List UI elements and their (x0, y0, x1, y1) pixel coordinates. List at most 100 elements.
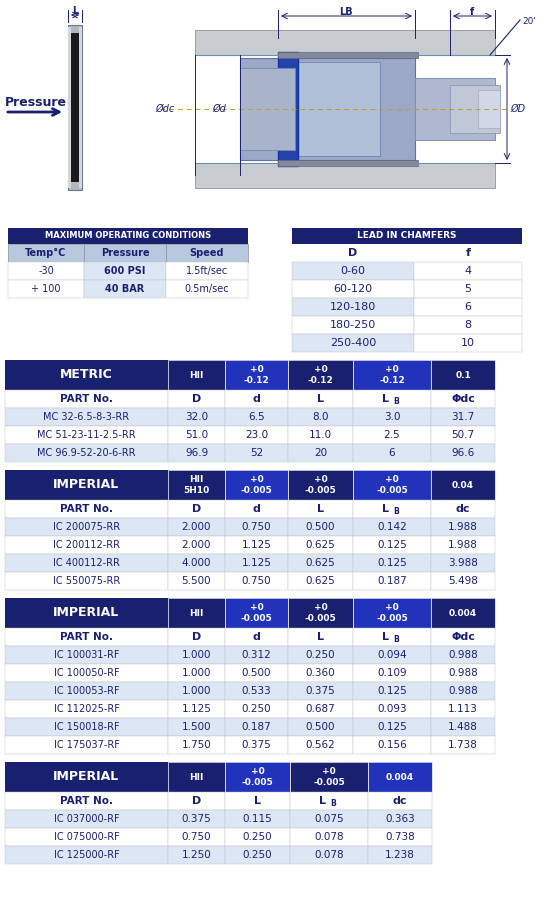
Bar (288, 536, 353, 554)
Bar (225, 810, 290, 828)
Bar (5, 518, 168, 536)
Text: +0
-0.12: +0 -0.12 (307, 366, 333, 385)
Bar (290, 792, 368, 810)
Bar (168, 762, 225, 792)
Bar (225, 762, 290, 792)
Text: 0.125: 0.125 (377, 540, 407, 550)
Text: 3.988: 3.988 (448, 558, 478, 568)
Text: 40 BAR: 40 BAR (106, 284, 145, 294)
Text: 0.078: 0.078 (314, 850, 344, 860)
Text: 2.000: 2.000 (182, 522, 211, 532)
Text: Temp°C: Temp°C (25, 248, 67, 258)
Text: +0
-0.005: +0 -0.005 (241, 767, 273, 787)
Text: Speed: Speed (190, 248, 224, 258)
Text: Φdc: Φdc (451, 394, 475, 404)
Text: L: L (254, 796, 261, 806)
Text: 2.5: 2.5 (384, 430, 400, 440)
Bar (353, 518, 431, 536)
Text: D: D (192, 796, 201, 806)
Bar (353, 598, 431, 628)
Text: 1.488: 1.488 (448, 722, 478, 732)
Bar (168, 810, 225, 828)
Text: 6.5: 6.5 (248, 412, 265, 422)
Text: D: D (348, 248, 358, 258)
Text: 1.988: 1.988 (448, 522, 478, 532)
Bar (353, 408, 431, 426)
Bar (431, 682, 495, 700)
Bar (288, 470, 353, 500)
Text: 4: 4 (464, 266, 471, 276)
Text: L: L (382, 632, 389, 642)
Bar (240, 68, 295, 150)
Text: 5.500: 5.500 (182, 576, 211, 586)
Bar (195, 163, 495, 188)
Text: LB: LB (339, 7, 353, 17)
Text: 120-180: 120-180 (330, 302, 376, 312)
Bar (5, 736, 168, 754)
Bar (288, 444, 353, 462)
Bar (225, 572, 288, 590)
Bar (5, 846, 168, 864)
Bar (292, 334, 414, 352)
Text: 0.250: 0.250 (241, 704, 271, 714)
Bar (168, 426, 225, 444)
Bar (84, 280, 166, 298)
Bar (431, 408, 495, 426)
Bar (368, 792, 432, 810)
Bar (225, 646, 288, 664)
Bar (353, 426, 431, 444)
Bar (288, 426, 353, 444)
Bar (68, 27, 71, 188)
Bar (8, 262, 84, 280)
Bar (290, 846, 368, 864)
Text: +0
-0.005: +0 -0.005 (376, 475, 408, 494)
Bar (292, 280, 414, 298)
Bar (288, 390, 353, 408)
Text: 20: 20 (314, 448, 327, 458)
Text: 0.360: 0.360 (306, 668, 336, 678)
Bar (353, 500, 431, 518)
Bar (368, 828, 432, 846)
Bar (5, 646, 168, 664)
Text: 0.375: 0.375 (182, 814, 211, 824)
Text: 0.187: 0.187 (377, 576, 407, 586)
Text: 0.562: 0.562 (306, 740, 336, 750)
Text: 3.0: 3.0 (384, 412, 400, 422)
Text: 0.375: 0.375 (306, 686, 336, 696)
Text: dc: dc (456, 504, 470, 514)
Text: +0
-0.005: +0 -0.005 (305, 603, 337, 622)
Bar (166, 262, 248, 280)
Bar (168, 408, 225, 426)
Bar (5, 682, 168, 700)
Text: 0.004: 0.004 (449, 609, 477, 618)
Text: Pressure: Pressure (101, 248, 149, 258)
Text: L: L (317, 632, 324, 642)
Bar (225, 360, 288, 390)
Text: 0.1: 0.1 (455, 370, 471, 379)
Bar (431, 470, 495, 500)
Text: 0.625: 0.625 (306, 576, 336, 586)
Bar (168, 360, 225, 390)
Text: IC 200112-RR: IC 200112-RR (53, 540, 120, 550)
Bar (288, 598, 353, 628)
Text: 11.0: 11.0 (309, 430, 332, 440)
Text: 0.363: 0.363 (385, 814, 415, 824)
Text: ØD: ØD (510, 104, 525, 114)
Text: 0.187: 0.187 (241, 722, 271, 732)
Text: 1.000: 1.000 (182, 650, 211, 660)
Text: 8.0: 8.0 (312, 412, 329, 422)
Text: 1.125: 1.125 (241, 558, 272, 568)
Text: 0.750: 0.750 (182, 832, 211, 842)
Text: 0.988: 0.988 (448, 668, 478, 678)
Bar (168, 572, 225, 590)
Text: B: B (393, 634, 399, 643)
Bar (225, 518, 288, 536)
Bar (84, 244, 166, 262)
Bar (5, 700, 168, 718)
Text: PART No.: PART No. (60, 394, 113, 404)
Bar (225, 426, 288, 444)
Bar (168, 700, 225, 718)
Bar (414, 316, 522, 334)
Bar (431, 360, 495, 390)
Bar (5, 536, 168, 554)
